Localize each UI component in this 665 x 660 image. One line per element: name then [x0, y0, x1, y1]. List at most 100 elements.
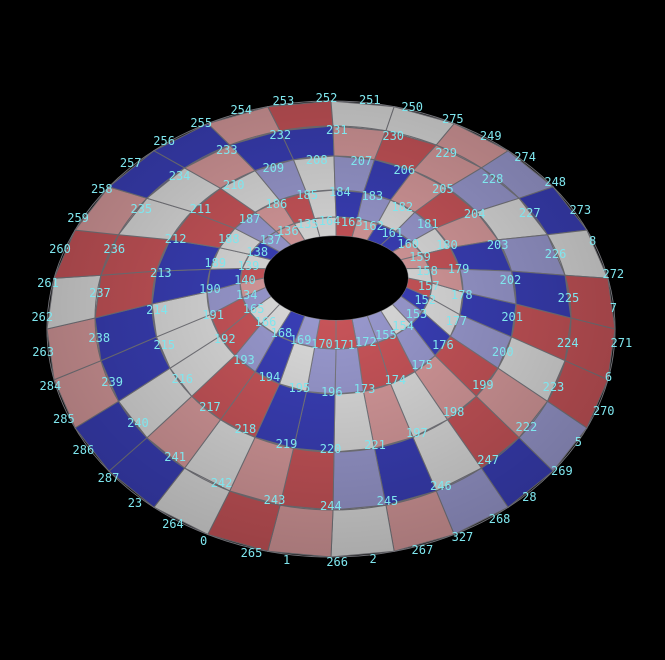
vertex-label: 28 — [522, 490, 537, 505]
vertex-label: 249 — [479, 128, 502, 143]
vertex-label: 259 — [67, 210, 89, 225]
vertex-label: 264 — [162, 517, 184, 532]
vertex-label: 23 — [127, 495, 143, 510]
vertex-label: 215 — [153, 338, 176, 353]
vertex-label: 182 — [391, 200, 414, 215]
vertex-label: 274 — [514, 150, 536, 165]
vertex-label: 219 — [275, 436, 298, 451]
vertex-label: 269 — [551, 464, 573, 479]
vertex-label: 2 — [369, 551, 377, 566]
vertex-label: 179 — [447, 262, 470, 277]
surface-shading — [47, 101, 615, 557]
vertex-label: 229 — [435, 145, 457, 160]
vertex-label: 157 — [417, 278, 440, 293]
vertex-label: 178 — [450, 288, 473, 303]
vertex-label: 152 — [414, 293, 437, 308]
vertex-label: 140 — [234, 273, 256, 288]
vertex-label: 221 — [364, 438, 386, 453]
vertex-label: 6 — [604, 370, 613, 385]
vertex-label: 284 — [39, 378, 62, 393]
vertex-label: 158 — [416, 263, 438, 278]
vertex-label: 188 — [217, 232, 240, 247]
vertex-label: 154 — [392, 319, 414, 333]
vertex-label: 155 — [375, 328, 397, 343]
vertex-label: 223 — [542, 379, 565, 394]
vertex-label: 193 — [233, 353, 255, 368]
vertex-label: 220 — [319, 441, 342, 456]
vertex-label: 275 — [441, 112, 464, 127]
vertex-label: 204 — [463, 207, 486, 222]
vertex-label: 196 — [320, 384, 343, 399]
vertex-label: 206 — [393, 163, 416, 178]
vertex-label: 267 — [411, 543, 434, 558]
vertex-label: 242 — [210, 476, 233, 491]
vertex-label: 213 — [149, 266, 172, 281]
vertex-label: 234 — [168, 168, 191, 183]
vertex-label: 245 — [376, 494, 399, 509]
vertex-label: 169 — [289, 333, 312, 347]
vertex-label: 192 — [213, 332, 236, 347]
vertex-label: 227 — [518, 206, 541, 221]
vertex-label: 263 — [32, 344, 54, 359]
vertex-label: 262 — [31, 309, 54, 324]
vertex-label: 181 — [416, 216, 439, 231]
vertex-label: 137 — [259, 232, 282, 247]
vertex-label: 199 — [471, 377, 494, 392]
vertex-label: 217 — [199, 400, 221, 415]
vertex-label: 177 — [445, 313, 468, 328]
vertex-label: 248 — [544, 175, 567, 190]
vertex-label: 184 — [329, 185, 351, 200]
vertex-label: 255 — [190, 115, 213, 130]
vertex-label: 176 — [432, 337, 454, 352]
vertex-label: 160 — [397, 236, 420, 251]
vertex-label: 244 — [320, 498, 342, 513]
vertex-label: 163 — [340, 214, 363, 229]
vertex-label: 260 — [49, 242, 71, 257]
vertex-label: 189 — [204, 256, 227, 271]
vertex-label: 231 — [325, 123, 348, 137]
vertex-label: 212 — [164, 232, 187, 247]
vertex-label: 236 — [103, 242, 126, 257]
vertex-label: 139 — [237, 258, 260, 273]
vertex-label: 166 — [254, 315, 277, 330]
vertex-label: 239 — [101, 375, 123, 390]
vertex-label: 254 — [230, 102, 253, 117]
vertex-label: 1 — [283, 553, 291, 567]
vertex-label: 173 — [353, 382, 376, 397]
vertex-label: 0 — [200, 533, 208, 548]
vertex-label: 237 — [89, 285, 111, 300]
vertex-label: 235 — [130, 202, 153, 217]
vertex-label: 198 — [442, 405, 465, 420]
vertex-label: 7 — [609, 301, 617, 316]
vertex-label: 287 — [97, 470, 120, 485]
vertex-label: 175 — [411, 357, 433, 372]
vertex-label: 233 — [215, 143, 238, 158]
vertex-label: 265 — [240, 545, 263, 560]
vertex-label: 202 — [499, 273, 522, 288]
vertex-label: 218 — [234, 422, 257, 437]
vertex-label: 185 — [296, 187, 318, 202]
vertex-label: 285 — [53, 411, 75, 426]
vertex-label: 135 — [296, 217, 319, 232]
vertex-label: 272 — [602, 267, 625, 282]
vertex-label: 266 — [326, 554, 349, 569]
vertex-label: 273 — [569, 203, 592, 218]
vertex-label: 153 — [405, 307, 428, 322]
vertex-label: 286 — [72, 442, 95, 457]
vertex-label: 164 — [318, 214, 341, 229]
vertex-label: 240 — [127, 415, 149, 430]
vertex-label: 136 — [276, 223, 299, 238]
vertex-label: 257 — [119, 155, 142, 170]
vertex-label: 208 — [305, 152, 328, 167]
vertex-label: 195 — [288, 380, 311, 395]
vertex-label: 258 — [90, 181, 113, 196]
vertex-label: 191 — [202, 307, 224, 322]
vertex-label: 172 — [355, 334, 377, 349]
vertex-label: 251 — [358, 92, 381, 107]
vertex-label: 243 — [263, 492, 286, 507]
vertex-label: 201 — [501, 309, 524, 324]
vertex-label: 190 — [199, 281, 221, 296]
vertex-label: 222 — [515, 419, 538, 434]
vertex-label: 200 — [491, 345, 514, 360]
